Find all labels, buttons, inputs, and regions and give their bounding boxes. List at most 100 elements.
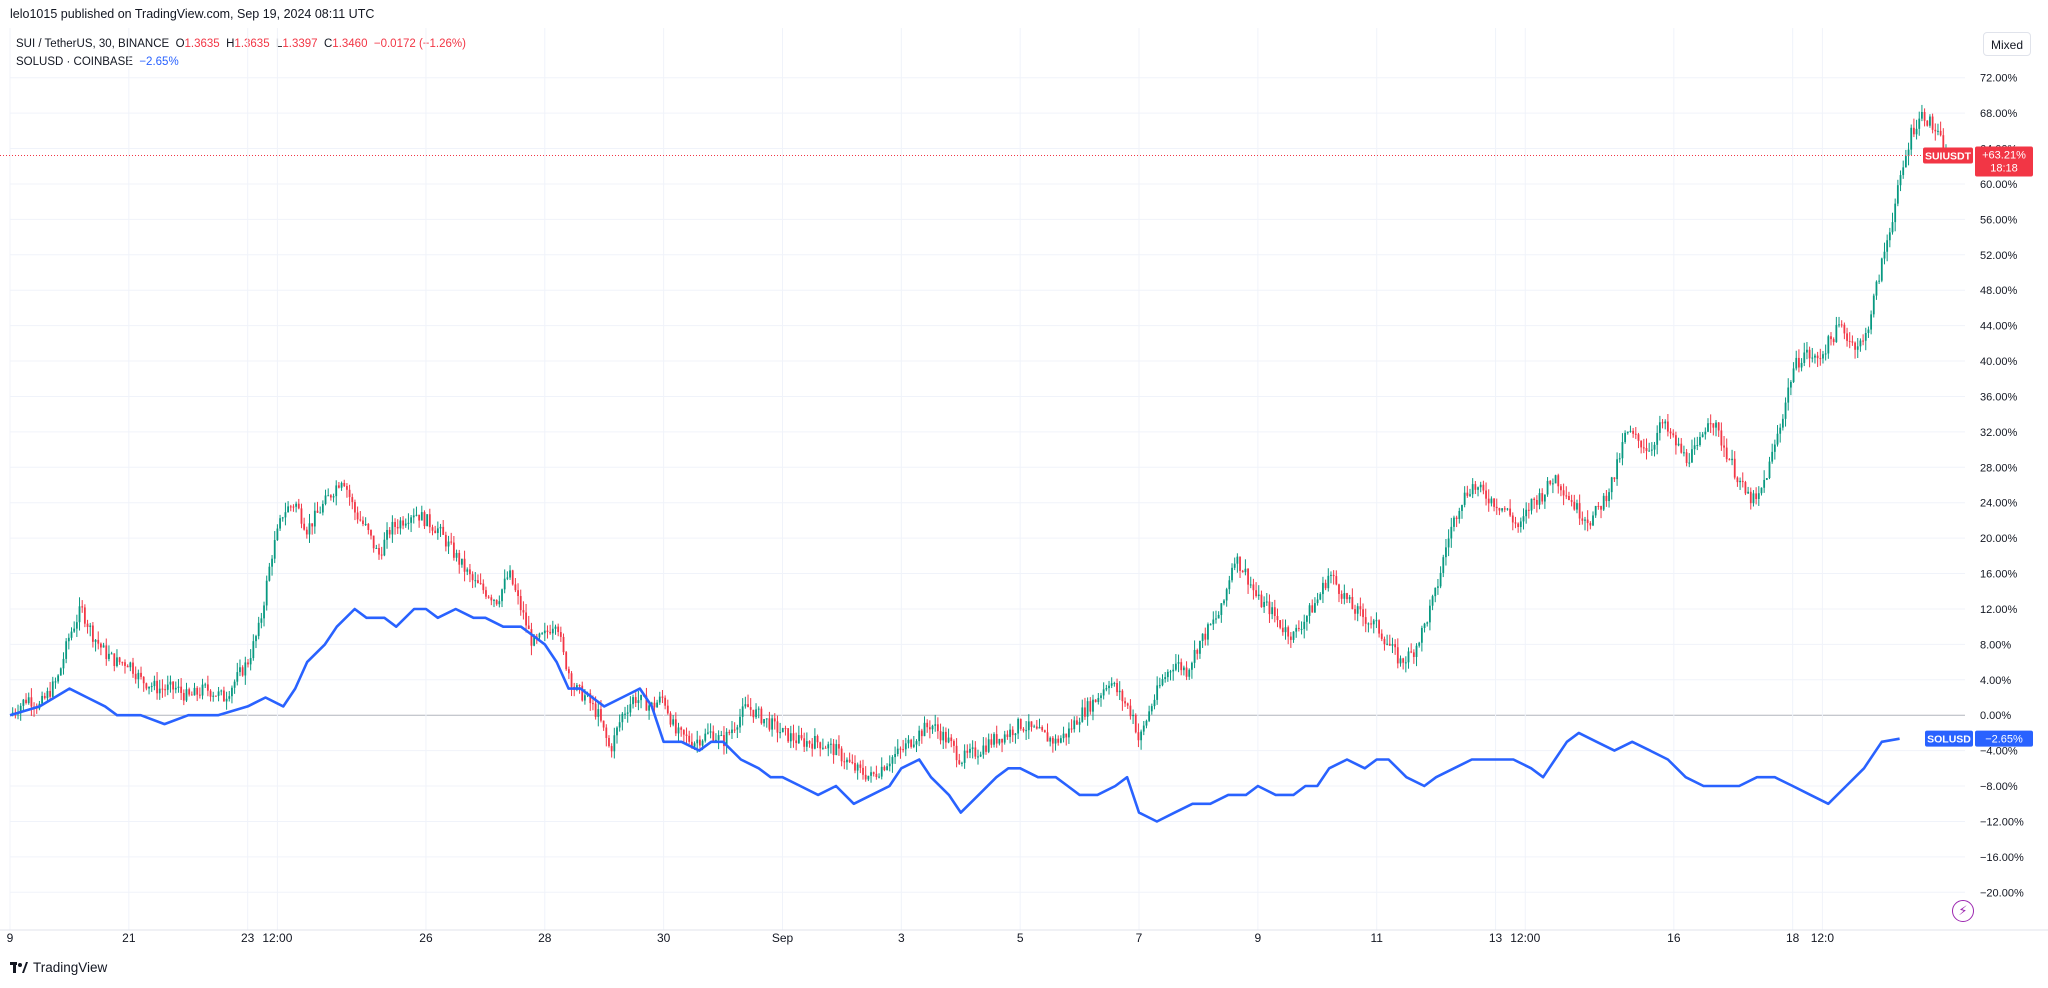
sui-candle-body [142,676,145,684]
sui-candle-body [682,729,685,735]
sui-candle-body [517,590,519,597]
sui-candle-body [132,662,134,674]
sui-candle-body [412,515,415,518]
sui-candle-body [86,623,89,627]
sui-candle-body [827,744,830,749]
sui-candle-body [1124,701,1126,704]
sui-candle-body [1693,445,1696,450]
sui-candle-body [19,705,22,714]
sui-candle-body [311,523,314,527]
sui-candle-body [1830,336,1832,340]
sui-candle-body [1110,683,1113,686]
sui-candle-body [498,601,501,605]
sui-candle-body [327,495,330,497]
sui-candle-body [1220,603,1223,615]
sui-candle-body [1255,590,1257,597]
scale-mode-button[interactable]: Mixed [1983,32,2031,56]
sui-candle-body [338,485,340,488]
sui-candle-body [1549,480,1552,484]
sui-candle-body [174,687,177,690]
sui-candle-body [1584,519,1586,521]
sui-candle-body [1297,627,1300,629]
sui-candle-body [1201,633,1204,641]
sui-candle-body [1715,422,1717,428]
sui-candle-body [1180,662,1183,671]
y-tick-label: 0.00% [1980,710,2011,722]
sui-candle-body [1779,427,1782,434]
sui-candle-body [1704,431,1707,435]
sui-candle-body [1838,324,1840,326]
sui-candle-body [1399,658,1402,664]
sui-candle-body [1252,584,1255,591]
sui-candle-body [1712,423,1715,428]
sui-candle-body [1707,423,1709,432]
y-tick-label: 36.00% [1980,391,2018,403]
sui-candle-body [1303,621,1306,629]
sui-candle-body [1420,627,1423,643]
sui-candle-body [1661,422,1664,424]
sui-candle-body [1808,349,1811,359]
sui-candle-body [1669,431,1672,434]
sui-candle-body [1300,628,1303,630]
sui-candle-body [1370,623,1372,625]
sui-candle-body [1819,358,1822,360]
sui-candle-body [1926,120,1929,126]
sui-candle-body [565,652,568,670]
x-tick-label: 18 [1786,931,1800,945]
sui-candle-body [1789,381,1792,388]
sui-candle-body [1372,620,1375,625]
legend-row-sol[interactable]: SOLUSD · COINBASE −2.65% [16,53,466,71]
x-tick-label: 21 [122,931,136,945]
sui-candle-body [206,684,209,691]
sui-candle-body [763,719,765,724]
sui-candle-body [1474,484,1477,490]
sui-candle-body [1600,506,1602,510]
sui-candle-body [1921,112,1923,119]
sui-candle-body [851,761,854,763]
legend-sui-symbol: SUI / TetherUS, 30, BINANCE [16,38,170,50]
x-tick-label: 28 [538,931,552,945]
sui-candle-body [792,733,795,741]
tradingview-logo[interactable]: TradingView [10,960,107,975]
sui-candle-body [632,697,634,705]
sui-candle-body [70,631,73,638]
sui-candle-body [1675,435,1677,446]
sui-candle-body [121,662,124,664]
sui-candle-body [1752,493,1755,504]
sui-candle-body [316,510,319,513]
sui-candle-body [1872,295,1875,315]
sui-candle-body [1100,695,1102,698]
sui-candle-body [153,680,156,687]
sui-candle-body [396,526,399,529]
sui-candle-body [894,754,896,758]
sui-candle-body [581,685,584,701]
sui-candle-body [116,657,118,667]
sui-candle-body [1116,682,1118,693]
sui-candle-body [1314,603,1316,613]
sui-candle-body [356,512,359,520]
sui-candle-body [1629,430,1632,432]
sui-last-value: +63.21% [1982,150,2026,162]
legend-l-value: 1.3397 [282,38,318,50]
sui-candle-body [1541,493,1544,502]
sui-candle-body [1068,728,1070,738]
sui-candle-body [824,747,827,749]
sui-candle-body [1145,720,1148,726]
legend-row-sui[interactable]: SUI / TetherUS, 30, BINANCE O1.3635 H1.3… [16,35,466,53]
sui-candle-body [1912,127,1915,135]
sui-candle-body [1196,650,1199,654]
lightning-icon[interactable]: ⚡ [1952,900,1974,922]
sui-candle-body [332,496,335,498]
sui-candle-body [94,639,97,642]
sui-candle-body [1859,340,1862,347]
sui-candle-body [249,658,252,665]
sui-candle-body [1241,570,1244,573]
sui-candle-body [1418,642,1421,646]
sui-candle-body [511,570,514,585]
sui-candle-body [442,526,445,535]
x-tick-label: 12:0 [1811,931,1835,945]
sui-candle-body [1442,557,1445,573]
sui-candle-body [1503,508,1506,510]
sui-candle-body [1129,705,1132,717]
